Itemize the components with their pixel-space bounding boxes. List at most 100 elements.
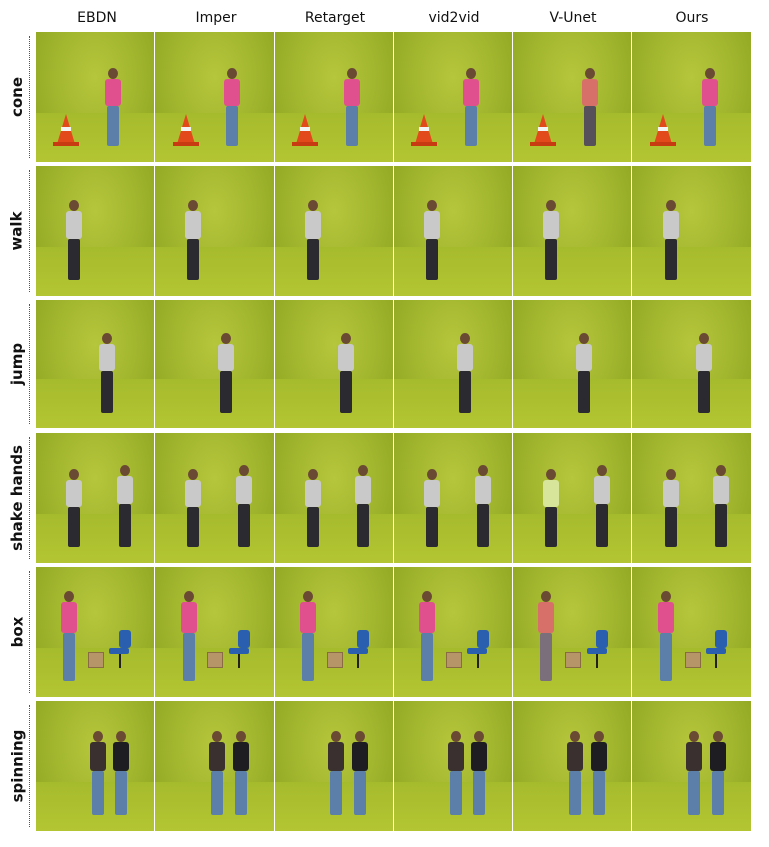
person-head <box>227 68 238 80</box>
cardboard-box <box>565 652 582 669</box>
panel-floor <box>274 246 393 296</box>
person-torso <box>447 742 464 771</box>
person-legs <box>101 370 114 413</box>
image-panel <box>632 433 751 563</box>
person-torso <box>208 742 225 771</box>
person-torso <box>89 742 106 771</box>
row-label: jump <box>8 342 26 386</box>
person-figure <box>109 731 133 816</box>
cone-base <box>172 142 199 147</box>
row-divider-dotted <box>29 170 30 292</box>
panel-floor <box>393 246 513 296</box>
person-figure <box>682 731 706 816</box>
person-legs <box>210 770 223 816</box>
chair-leg <box>118 654 121 669</box>
chair-seat <box>467 648 488 655</box>
cardboard-box <box>326 652 343 669</box>
person-legs <box>220 370 233 413</box>
person-legs <box>540 633 553 682</box>
person-head <box>593 731 604 743</box>
person-torso <box>686 742 703 771</box>
person-figure <box>471 465 495 548</box>
person-head <box>474 731 485 743</box>
person-head <box>660 591 671 603</box>
person-head <box>426 200 437 212</box>
row-box: box <box>0 567 769 697</box>
person-legs <box>578 370 591 413</box>
panel-floor <box>155 246 274 296</box>
person-head <box>183 591 194 603</box>
person-figure <box>334 332 358 413</box>
person-legs <box>545 238 558 281</box>
person-head <box>188 200 199 212</box>
image-panel <box>36 701 155 831</box>
panel-floor <box>513 246 632 296</box>
image-panel <box>36 32 155 162</box>
image-strip <box>36 32 751 162</box>
person-legs <box>187 506 200 548</box>
person-torso <box>566 742 583 771</box>
person-head <box>422 591 433 603</box>
person-head <box>665 469 676 481</box>
person-legs <box>68 238 81 281</box>
image-strip <box>36 166 751 296</box>
person-torso <box>304 480 321 507</box>
person-head <box>307 200 318 212</box>
image-panel <box>393 701 513 831</box>
person-head <box>119 465 130 477</box>
person-torso <box>113 742 130 771</box>
row-label: cone <box>8 76 26 118</box>
image-panel <box>36 300 155 428</box>
person-figure <box>539 469 563 548</box>
chair-back <box>476 629 489 648</box>
person-torso <box>662 480 679 507</box>
image-panel <box>513 300 632 428</box>
chair-back <box>715 629 728 648</box>
person-figure <box>95 332 119 413</box>
person-torso <box>423 211 440 239</box>
person-head <box>460 332 471 344</box>
person-legs <box>301 633 314 682</box>
person-torso <box>224 79 241 106</box>
panel-floor <box>393 379 513 428</box>
person-torso <box>657 602 674 633</box>
person-figure <box>177 591 201 682</box>
person-figure <box>654 591 678 682</box>
person-head <box>546 200 557 212</box>
image-panel <box>393 567 513 697</box>
row-label-wrap: shake hands <box>6 433 28 563</box>
person-figure <box>563 731 587 816</box>
person-legs <box>425 506 438 548</box>
person-torso <box>462 79 479 106</box>
person-torso <box>236 476 253 505</box>
cone-stripe <box>657 126 668 131</box>
cone-base <box>411 142 438 147</box>
person-figure <box>709 465 733 548</box>
cone-stripe <box>61 126 72 131</box>
panel-floor <box>513 112 632 162</box>
image-panel <box>36 567 155 697</box>
person-torso <box>337 343 354 371</box>
person-torso <box>328 742 345 771</box>
person-legs <box>306 238 319 281</box>
person-figure <box>348 731 372 816</box>
row-spinning: spinning <box>0 701 769 831</box>
person-legs <box>357 504 370 548</box>
person-torso <box>701 79 718 106</box>
person-head <box>340 332 351 344</box>
person-torso <box>709 742 726 771</box>
cone-stripe <box>419 126 430 131</box>
person-torso <box>304 211 321 239</box>
image-panel <box>393 300 513 428</box>
person-legs <box>459 370 472 413</box>
person-head <box>712 731 723 743</box>
person-torso <box>355 476 372 505</box>
person-head <box>450 731 461 743</box>
image-panel <box>393 433 513 563</box>
person-head <box>585 68 596 80</box>
panel-floor <box>155 112 274 162</box>
panel-floor <box>632 246 751 296</box>
panel-floor <box>274 513 393 563</box>
person-legs <box>425 238 438 281</box>
person-torso <box>423 480 440 507</box>
